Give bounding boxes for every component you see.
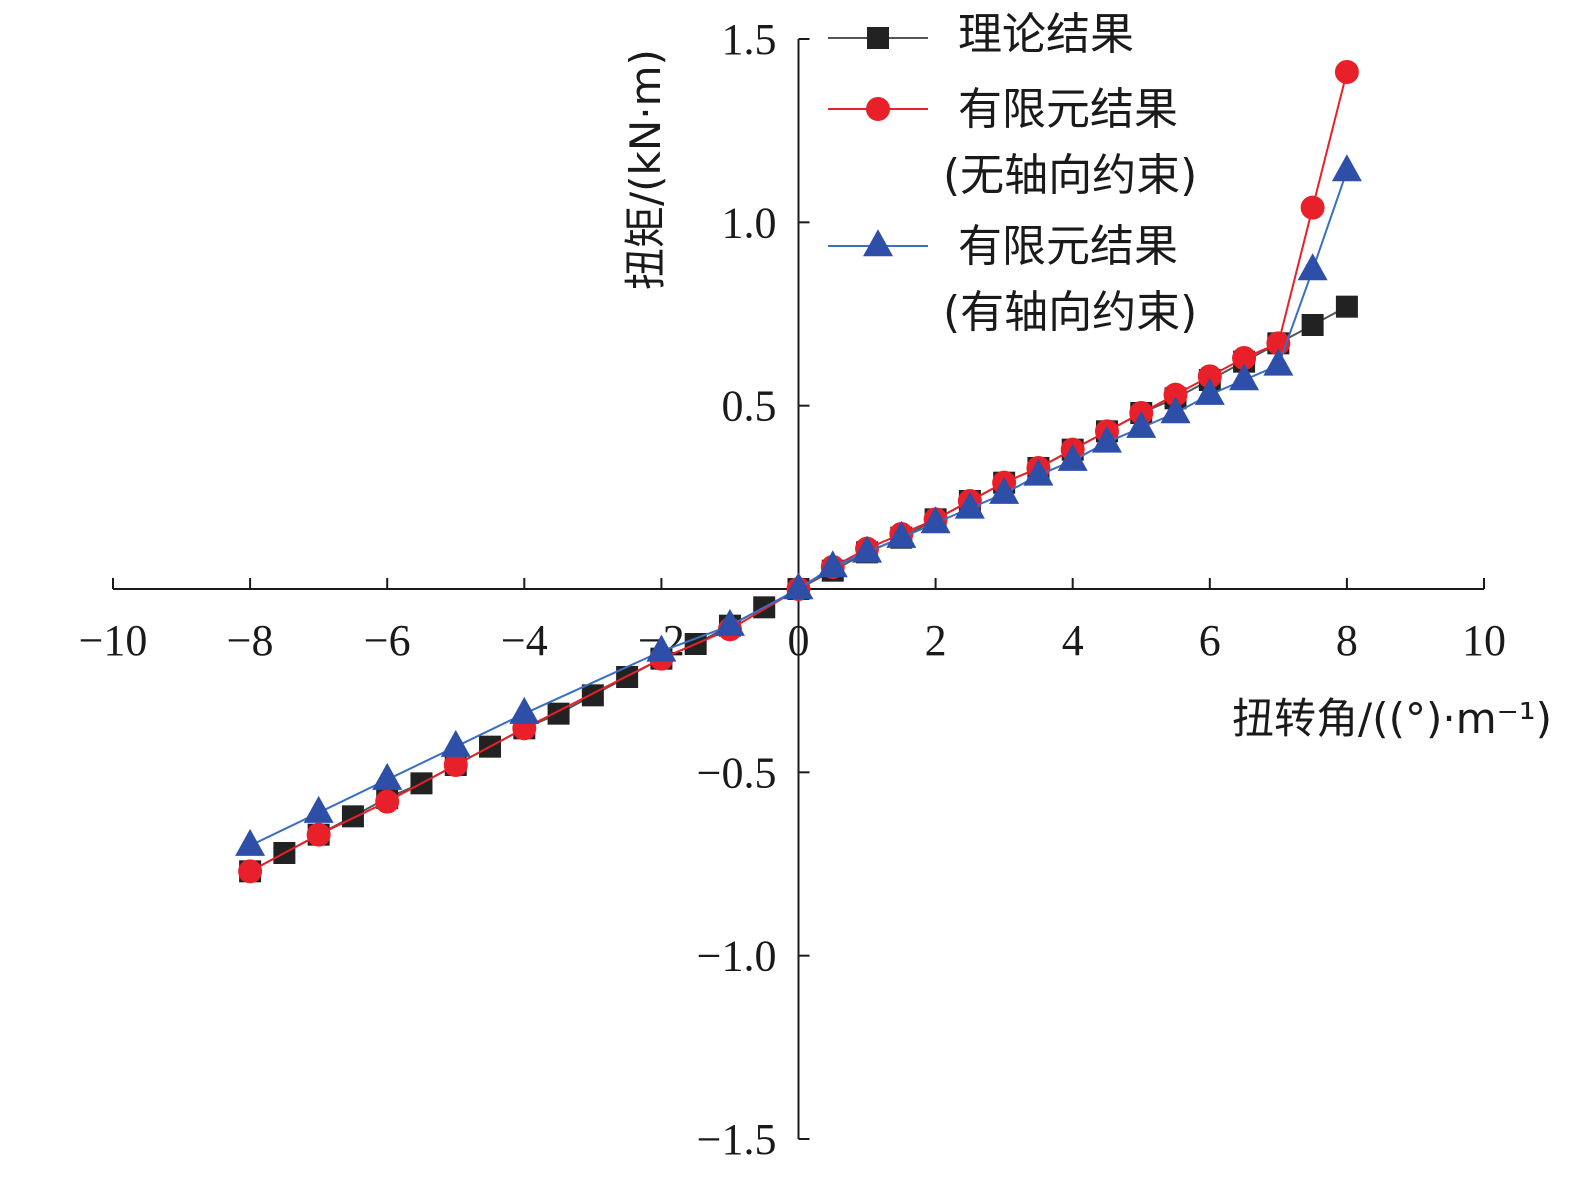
y-tick-label: −1.5 (697, 1115, 777, 1164)
data-point (372, 762, 403, 790)
legend-label: (无轴向约束) (943, 150, 1197, 201)
data-point (852, 535, 883, 563)
data-point (1197, 364, 1222, 389)
data-point (581, 684, 604, 707)
data-point (1160, 396, 1191, 424)
legend-marker (863, 229, 893, 257)
data-point (1263, 348, 1294, 376)
data-point (375, 789, 400, 814)
data-point (1091, 425, 1122, 453)
y-tick-label: 1.5 (722, 15, 777, 64)
data-point (783, 572, 814, 600)
x-tick-label: −4 (501, 616, 548, 665)
x-tick-label: 2 (925, 616, 947, 665)
legend-label: 有限元结果 (958, 221, 1178, 272)
y-tick-label: 0.5 (722, 382, 777, 431)
data-point (989, 476, 1020, 504)
data-point (1057, 443, 1088, 471)
x-tick-label: −6 (364, 616, 411, 665)
data-point (1023, 458, 1054, 486)
data-point (306, 822, 331, 847)
x-tick-label: 6 (1199, 616, 1221, 665)
x-tick-label: −8 (227, 616, 274, 665)
legend-label: 有限元结果 (958, 84, 1178, 135)
legend-marker (866, 97, 890, 121)
x-axis-title: 扭转角/((°)·m⁻¹) (1232, 694, 1552, 743)
data-point (509, 696, 540, 724)
data-point (341, 805, 364, 828)
x-tick-label: −10 (79, 616, 148, 665)
data-point (1163, 382, 1188, 407)
data-point (303, 795, 334, 823)
data-point (920, 506, 951, 534)
data-point (1126, 410, 1157, 438)
data-point (817, 550, 848, 578)
data-point (235, 828, 266, 856)
data-point (886, 520, 917, 548)
legend-marker (867, 27, 889, 49)
y-tick-label: −1.0 (697, 932, 777, 981)
data-point (1334, 60, 1359, 84)
data-point (1335, 295, 1358, 318)
data-point (238, 859, 263, 884)
y-tick-label: 1.0 (722, 198, 777, 247)
data-point (714, 608, 745, 636)
series-layer (235, 60, 1362, 884)
data-point (1232, 346, 1257, 370)
data-point (1331, 154, 1362, 182)
data-point (1301, 314, 1324, 336)
x-tick-label: 8 (1336, 616, 1358, 665)
data-point (954, 491, 985, 519)
axes: −10−8−6−4−202468101.51.00.5−0.5−1.0−1.5 (79, 15, 1506, 1164)
legend-label: (有轴向约束) (943, 287, 1197, 338)
y-axis-title: 扭矩/(kN·m) (621, 49, 670, 290)
x-tick-label: 4 (1062, 616, 1084, 665)
x-tick-label: 10 (1462, 616, 1506, 665)
series-triangle (235, 154, 1362, 856)
data-point (646, 634, 677, 662)
x-tick-label: 0 (788, 616, 810, 665)
data-point (1194, 377, 1225, 405)
legend-item: 有限元结果 (无轴向约束) (828, 84, 1197, 201)
legend-item: 有限元结果 (有轴向约束) (828, 221, 1197, 338)
legend-item: 理论结果 (828, 9, 1134, 60)
y-tick-label: −0.5 (697, 748, 777, 797)
data-point (1300, 195, 1325, 220)
data-point (1297, 253, 1328, 281)
data-point (1229, 363, 1260, 391)
data-point (440, 729, 471, 757)
data-point (443, 753, 468, 777)
legend-label: 理论结果 (958, 9, 1134, 60)
